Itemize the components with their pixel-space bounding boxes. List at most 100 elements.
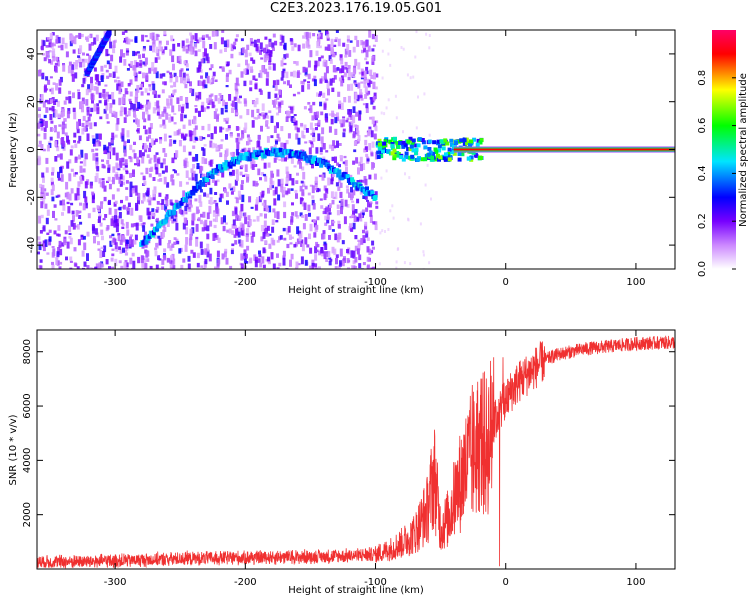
noise-cell <box>81 58 85 64</box>
noise-cell <box>108 73 112 78</box>
noise-cell <box>154 250 158 257</box>
noise-cell <box>256 108 260 113</box>
noise-cell <box>226 72 229 77</box>
noise-cell <box>236 142 240 145</box>
noise-cell <box>159 203 163 206</box>
noise-cell <box>295 193 298 199</box>
noise-cell <box>215 147 219 150</box>
noise-cell <box>163 248 167 252</box>
noise-cell <box>203 223 207 231</box>
carrier-cell <box>406 147 411 151</box>
noise-cell <box>169 258 173 264</box>
arc-cell <box>183 197 188 203</box>
noise-cell <box>83 159 87 167</box>
noise-cell <box>297 230 301 236</box>
noise-cell <box>235 149 239 156</box>
noise-cell <box>340 198 344 207</box>
noise-cell <box>74 64 78 70</box>
noise-cell <box>340 102 344 110</box>
noise-cell <box>51 264 55 269</box>
noise-cell <box>331 77 335 83</box>
y-tick-label: 8000 <box>22 339 33 364</box>
noise-cell <box>73 112 77 120</box>
noise-cell <box>162 81 166 85</box>
noise-cell <box>317 133 321 141</box>
noise-cell <box>171 157 175 164</box>
noise-cell <box>310 141 314 145</box>
noise-cell <box>147 101 151 109</box>
carrier-cell <box>393 139 397 144</box>
noise-cell <box>319 91 323 96</box>
noise-cell <box>197 49 201 52</box>
noise-cell <box>104 214 108 218</box>
noise-cell <box>265 78 269 86</box>
noise-cell <box>220 217 224 225</box>
noise-cell <box>331 246 335 254</box>
carrier-cell <box>396 145 401 149</box>
noise-cell <box>206 243 210 252</box>
noise-cell <box>155 71 159 79</box>
noise-cell <box>214 180 218 186</box>
noise-cell <box>191 213 195 222</box>
noise-cell <box>175 76 179 83</box>
noise-cell <box>119 249 123 254</box>
noise-cell <box>295 61 299 66</box>
carrier-cell <box>411 148 416 153</box>
noise-cell <box>125 196 129 201</box>
noise-cell <box>167 242 171 249</box>
noise-cell <box>169 262 173 269</box>
noise-cell <box>37 122 41 129</box>
noise-cell <box>272 33 276 38</box>
noise-cell <box>115 249 119 252</box>
noise-cell <box>150 67 154 72</box>
noise-cell <box>283 201 287 208</box>
noise-cell <box>242 174 245 177</box>
noise-cell <box>216 113 220 116</box>
noise-cell <box>356 216 359 222</box>
noise-cell <box>168 95 172 98</box>
noise-cell <box>110 257 114 262</box>
noise-cell <box>146 187 150 195</box>
noise-cell <box>171 55 175 63</box>
x-tick-label: -300 <box>104 277 127 288</box>
noise-cell <box>82 127 86 132</box>
noise-cell <box>166 182 170 188</box>
arc-cell <box>155 226 160 232</box>
noise-cell <box>114 65 118 74</box>
noise-cell <box>290 156 294 164</box>
noise-cell <box>281 71 285 78</box>
noise-cell <box>228 183 232 189</box>
noise-cell <box>347 95 351 103</box>
arc-cell <box>231 161 236 167</box>
noise-cell <box>96 232 100 238</box>
noise-cell <box>185 73 189 77</box>
noise-cell <box>364 178 368 186</box>
noise-cell <box>349 125 353 132</box>
noise-cell <box>161 111 165 117</box>
noise-cell <box>124 88 128 94</box>
noise-cell <box>331 156 335 162</box>
noise-cell <box>103 64 107 68</box>
noise-cell <box>321 127 325 135</box>
noise-cell <box>80 101 84 108</box>
carrier-cell <box>406 139 411 144</box>
x-tick-label: -100 <box>364 277 387 288</box>
carrier-cell <box>411 138 416 143</box>
noise-cell <box>42 243 45 248</box>
noise-cell <box>81 128 85 135</box>
noise-cell <box>313 187 317 191</box>
noise-cell <box>123 144 127 153</box>
noise-cell <box>185 181 189 185</box>
noise-cell <box>163 31 167 36</box>
noise-cell <box>86 110 90 116</box>
noise-cell <box>141 152 145 157</box>
noise-cell <box>315 224 319 230</box>
noise-cell <box>369 201 373 205</box>
carrier-cell <box>414 143 419 148</box>
noise-cell <box>261 65 265 71</box>
carrier-cell <box>383 149 388 153</box>
noise-cell <box>107 164 111 171</box>
noise-cell <box>290 38 294 46</box>
noise-cell <box>185 63 189 68</box>
noise-cell <box>328 126 332 133</box>
